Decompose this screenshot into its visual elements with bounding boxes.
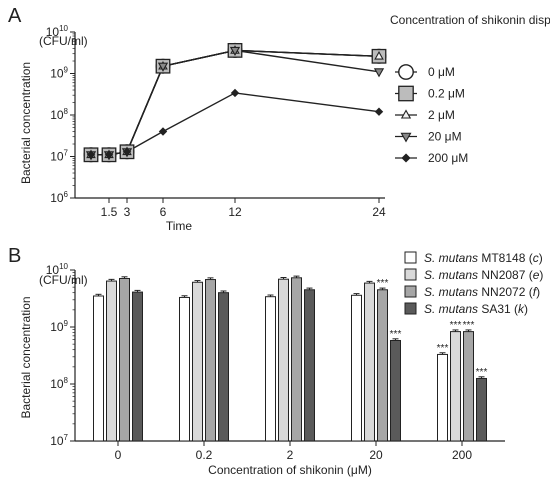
data-point [104,150,114,159]
significance-marker: *** [377,278,389,289]
legend-marker [400,109,412,119]
y-tick-label: 107 [50,433,68,448]
bar-nn2087 [364,282,375,442]
y-axis-title: Bacterial concentration [19,296,33,418]
bar-nn2072 [291,277,302,442]
panel-a-chart: 106 107 108 109 1010(CFU/ml) Bacterial concen… [19,13,550,233]
legend-label: S. mutans NN2072 (f) [424,285,540,299]
bar-nn2072 [205,279,216,442]
legend-title: Concentration of shikonin dispersion [390,13,550,27]
y-tick-label: 106 [50,190,68,205]
category-group-2: 2 [265,275,315,462]
legend-a: Concentration of shikonin dispersion 0 μM… [390,13,550,165]
data-point [86,150,96,159]
legend-label: S. mutans SA31 (k) [424,302,528,316]
legend-marker [401,153,411,163]
x-tick-label: 200 [452,448,472,462]
significance-marker: *** [437,343,449,354]
x-axis-title: Concentration of shikonin (μM) [208,463,372,477]
data-point [230,88,240,98]
panel-b-letter: B [8,245,21,267]
bar-mt8148 [437,353,448,442]
y-axis-unit: (CFU/ml) [39,273,88,287]
bar-sa31 [476,377,487,442]
y-tick-label: 108 [50,376,68,391]
legend-label: 200 μM [428,151,468,165]
y-tick-label: 1010 [46,24,69,39]
x-tick-label: 3 [124,205,131,219]
category-group-200: 200****** ****** [437,320,488,462]
data-point [374,107,384,116]
y-axis-title: Bacterial concentration [19,62,33,184]
bar-mt8148 [179,296,190,442]
bar-nn2087 [192,281,203,442]
data-point [157,62,169,72]
legend-swatch [404,251,417,264]
y-tick-label: 108 [50,107,68,122]
legend-label: 2 μM [428,108,455,122]
bar-nn2072 [119,277,130,442]
legend-marker [398,85,414,102]
y-tick-label: 109 [50,66,68,81]
data-point [374,51,384,60]
bar-mt8148 [351,294,362,442]
legend-b: S. mutans MT8148 (c) S. mutans NN2087 (e)… [404,251,543,316]
legend-label: S. mutans MT8148 (c) [424,251,543,265]
y-tick-label: 107 [50,149,68,164]
legend-label: 0 μM [428,65,455,79]
bar-mt8148 [93,295,104,442]
legend-swatch [404,268,417,281]
bar-sa31 [304,289,315,442]
category-group-0: 0 [93,276,143,462]
data-point [122,147,132,156]
bar-sa31 [132,291,143,442]
series-line [91,49,380,156]
x-tick-label: 20 [369,448,383,462]
bar-mt8148 [265,296,276,442]
panel-b-chart: 107 108 109 1010(CFU/ml) Bacterial concentra… [19,251,543,477]
bar-sa31 [390,339,401,442]
significance-marker: *** [476,367,488,378]
series-markers-1 [83,43,387,163]
legend-label: 0.2 μM [428,87,465,101]
x-tick-label: 2 [287,448,294,462]
series-20-uM [91,49,380,156]
legend-swatch [404,302,417,315]
data-point [158,127,168,136]
significance-marker: *** [390,329,402,340]
bar-nn2072 [463,331,474,442]
x-tick-label: 1.5 [101,205,118,219]
legend-swatch [404,285,417,298]
x-tick-label: 6 [160,205,167,219]
legend-marker [398,64,414,80]
x-axis-title: Time [166,219,193,233]
series-markers-0 [83,42,387,163]
legend-label: 20 μM [428,130,462,144]
bar-nn2087 [106,280,117,442]
x-tick-label: 0.2 [196,448,213,462]
panel-a-letter: A [8,5,22,27]
x-tick-label: 24 [372,205,386,219]
bar-nn2087 [450,331,461,442]
significance-marker: *** [450,320,462,331]
y-tick-label: 109 [50,319,68,334]
x-tick-label: 0 [115,448,122,462]
legend-marker [400,132,412,143]
legend-label: S. mutans NN2087 (e) [424,268,543,282]
bar-nn2072 [377,289,388,442]
data-point [229,46,241,57]
y-tick-label: 1010 [46,262,69,277]
data-point [373,68,385,78]
significance-marker: *** [463,320,475,331]
y-axis-unit: (CFU/ml) [39,34,88,48]
category-group-20: 20 *** *** [351,278,402,462]
series-markers-4 [86,88,384,159]
category-group-0.2: 0.2 [179,277,229,462]
bar-sa31 [218,292,229,442]
x-tick-label: 12 [228,205,242,219]
bar-nn2087 [278,278,289,442]
